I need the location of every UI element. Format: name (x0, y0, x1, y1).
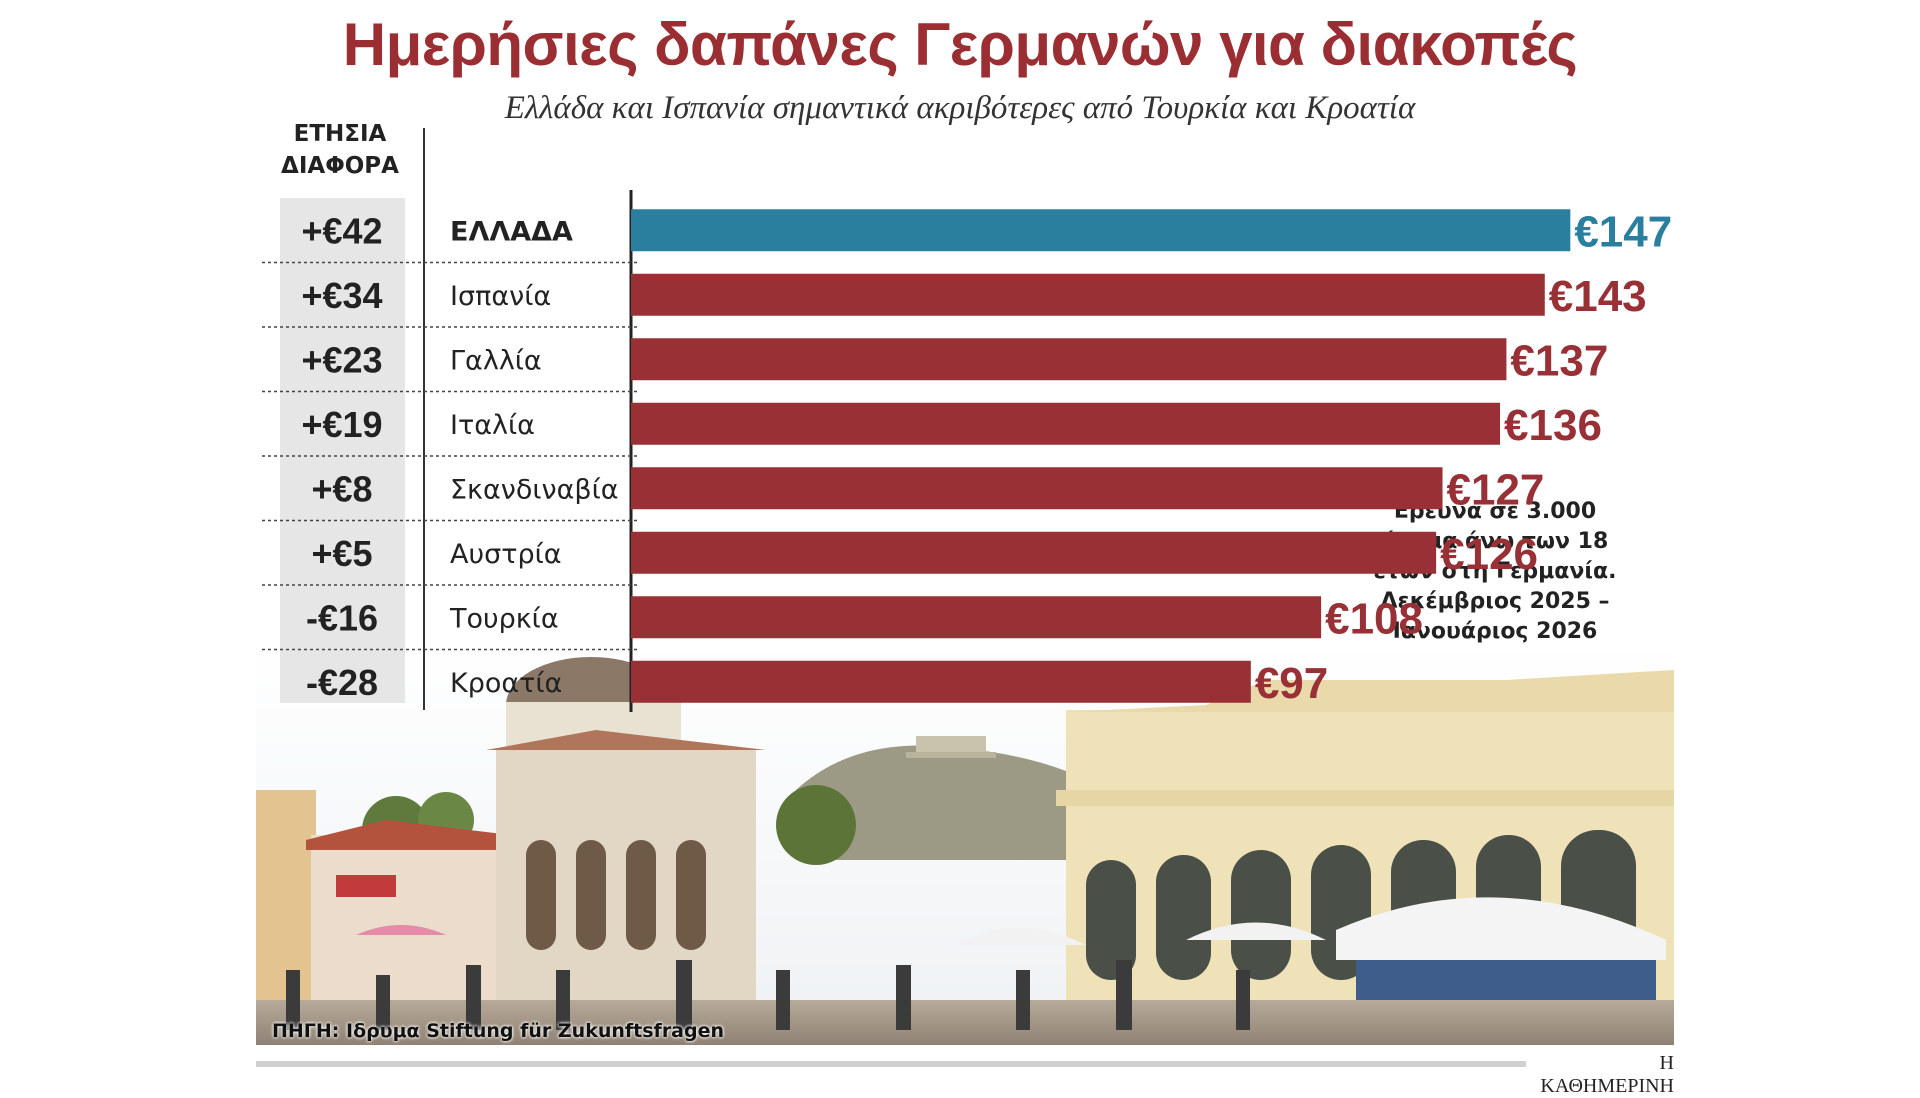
annual-difference-label: +€19 (301, 404, 382, 445)
bar (631, 402, 1501, 445)
source-note: ΠΗΓΗ: Ιδρυμα Stiftung für Zukunftsfragen (272, 1020, 725, 1042)
annual-difference-header: ΕΤΗΣΙΑ ΔΙΑΦΟΡΑ (280, 118, 400, 182)
category-label: ΕΛΛΑΔΑ (450, 216, 573, 247)
annual-difference-label: +€5 (311, 533, 372, 574)
value-label: €108 (1325, 594, 1423, 643)
column-divider (423, 128, 425, 710)
athens-monastiraki-photo (256, 640, 1674, 1045)
value-label: €126 (1440, 530, 1538, 579)
annual-difference-label: +€34 (301, 275, 382, 316)
category-label: Αυστρία (450, 539, 562, 570)
footer-rule (256, 1061, 1526, 1067)
annual-difference-label: +€8 (311, 468, 372, 509)
bar (631, 531, 1437, 574)
value-label: €137 (1510, 336, 1608, 385)
diff-header-line-1: ΕΤΗΣΙΑ (293, 121, 387, 147)
value-label: €136 (1504, 401, 1602, 450)
annual-difference-label: +€42 (301, 210, 382, 251)
bar (631, 273, 1545, 316)
note-line: Ιανουάριος 2026 (1392, 619, 1598, 644)
chart-subtitle: Ελλάδα και Ισπανία σημαντικά ακριβότερες… (504, 90, 1416, 126)
bar (631, 596, 1322, 639)
annual-difference-label: -€28 (306, 662, 378, 703)
category-label: Σκανδιναβία (450, 474, 619, 505)
note-line: Δεκέμβριος 2025 – (1380, 589, 1610, 614)
bar (631, 209, 1571, 252)
category-label: Γαλλία (450, 345, 542, 376)
category-label: Ιταλία (450, 410, 535, 441)
value-label: €127 (1447, 465, 1545, 514)
chart-title: Ημερήσιες δαπάνες Γερμανών για διακοπές (342, 11, 1578, 78)
category-label: Τουρκία (449, 603, 559, 634)
value-label: €143 (1549, 272, 1647, 321)
annual-difference-label: +€23 (301, 339, 382, 380)
annual-difference-column (280, 198, 405, 703)
bar (631, 660, 1251, 703)
category-label: Κροατία (450, 668, 562, 699)
value-label: €147 (1574, 207, 1672, 256)
value-label: €97 (1255, 659, 1328, 708)
bar (631, 467, 1443, 510)
category-label: Ισπανία (450, 281, 551, 312)
annual-difference-label: -€16 (306, 597, 378, 638)
diff-header-line-2: ΔΙΑΦΟΡΑ (281, 153, 399, 179)
publisher-brand: Η ΚΑΘΗΜΕΡΙΝΗ (1540, 1052, 1674, 1097)
bar (631, 338, 1507, 381)
